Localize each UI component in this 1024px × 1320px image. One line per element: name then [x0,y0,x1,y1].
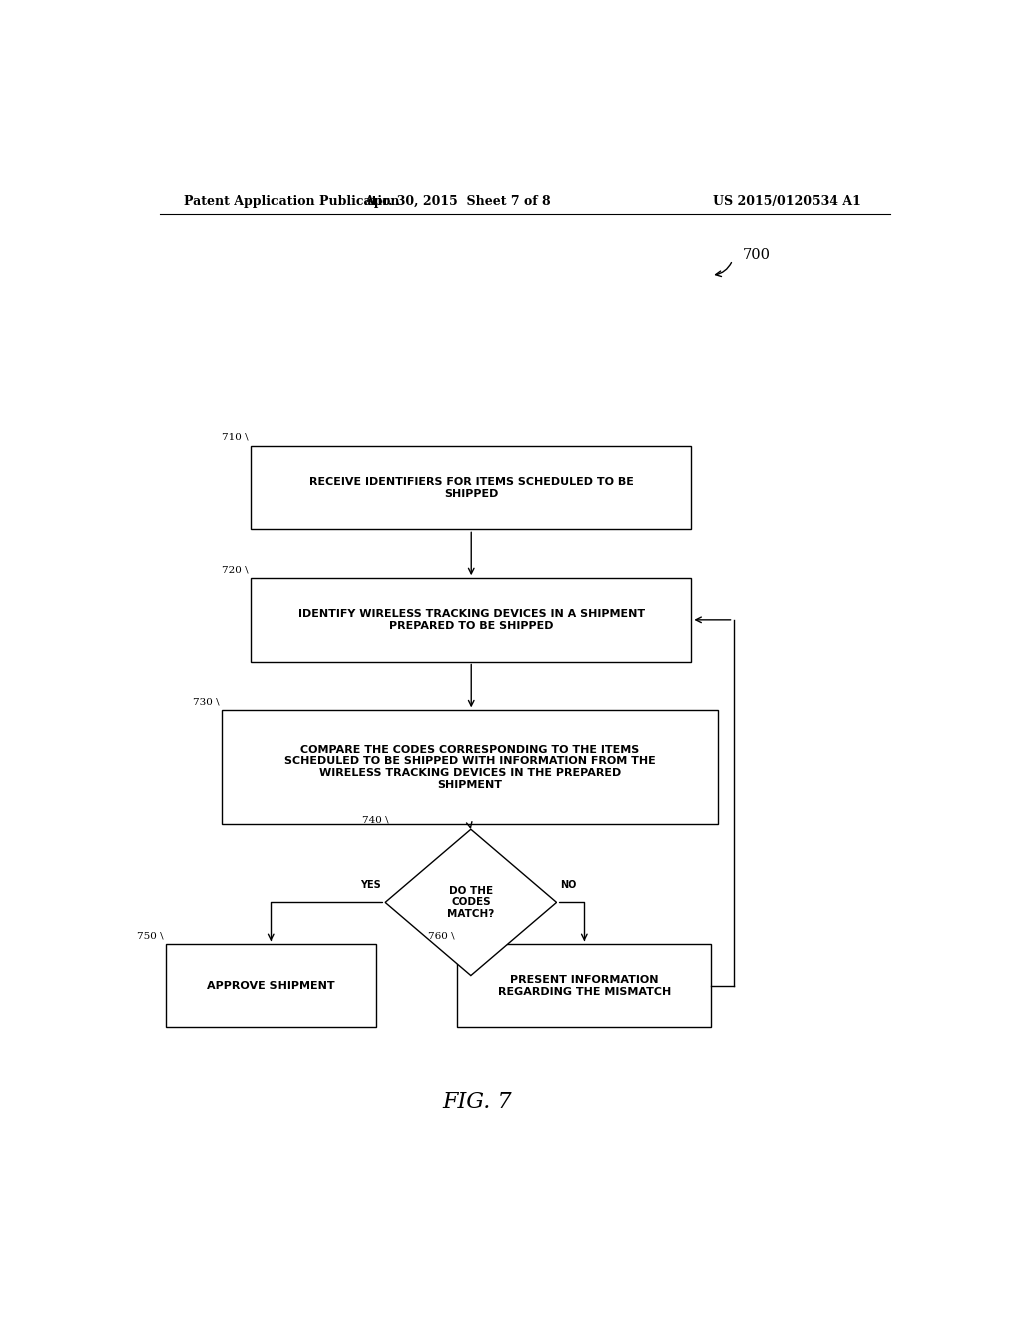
Text: 760 \: 760 \ [428,931,455,940]
Bar [221,710,718,824]
Text: DO THE
CODES
MATCH?: DO THE CODES MATCH? [447,886,495,919]
Polygon shape [385,829,557,975]
Text: NO: NO [560,880,577,890]
Text: YES: YES [360,880,381,890]
Text: APPROVE SHIPMENT: APPROVE SHIPMENT [208,981,335,991]
Text: IDENTIFY WIRELESS TRACKING DEVICES IN A SHIPMENT
PREPARED TO BE SHIPPED: IDENTIFY WIRELESS TRACKING DEVICES IN A … [298,609,645,631]
Text: 730 \: 730 \ [193,697,219,706]
Text: PRESENT INFORMATION
REGARDING THE MISMATCH: PRESENT INFORMATION REGARDING THE MISMAT… [498,975,671,997]
Bar [251,578,691,661]
Text: Patent Application Publication: Patent Application Publication [183,194,399,207]
Text: 750 \: 750 \ [137,931,164,940]
Bar [251,446,691,529]
Text: 710 \: 710 \ [222,433,249,442]
Bar [166,944,377,1027]
Text: RECEIVE IDENTIFIERS FOR ITEMS SCHEDULED TO BE
SHIPPED: RECEIVE IDENTIFIERS FOR ITEMS SCHEDULED … [309,477,634,499]
Bar [458,944,712,1027]
Text: Apr. 30, 2015  Sheet 7 of 8: Apr. 30, 2015 Sheet 7 of 8 [364,194,551,207]
Text: COMPARE THE CODES CORRESPONDING TO THE ITEMS
SCHEDULED TO BE SHIPPED WITH INFORM: COMPARE THE CODES CORRESPONDING TO THE I… [284,744,655,789]
Text: US 2015/0120534 A1: US 2015/0120534 A1 [713,194,860,207]
Text: 700: 700 [743,248,771,261]
Text: 720 \: 720 \ [222,565,249,574]
Text: FIG. 7: FIG. 7 [442,1090,512,1113]
Text: 740 \: 740 \ [362,816,389,824]
